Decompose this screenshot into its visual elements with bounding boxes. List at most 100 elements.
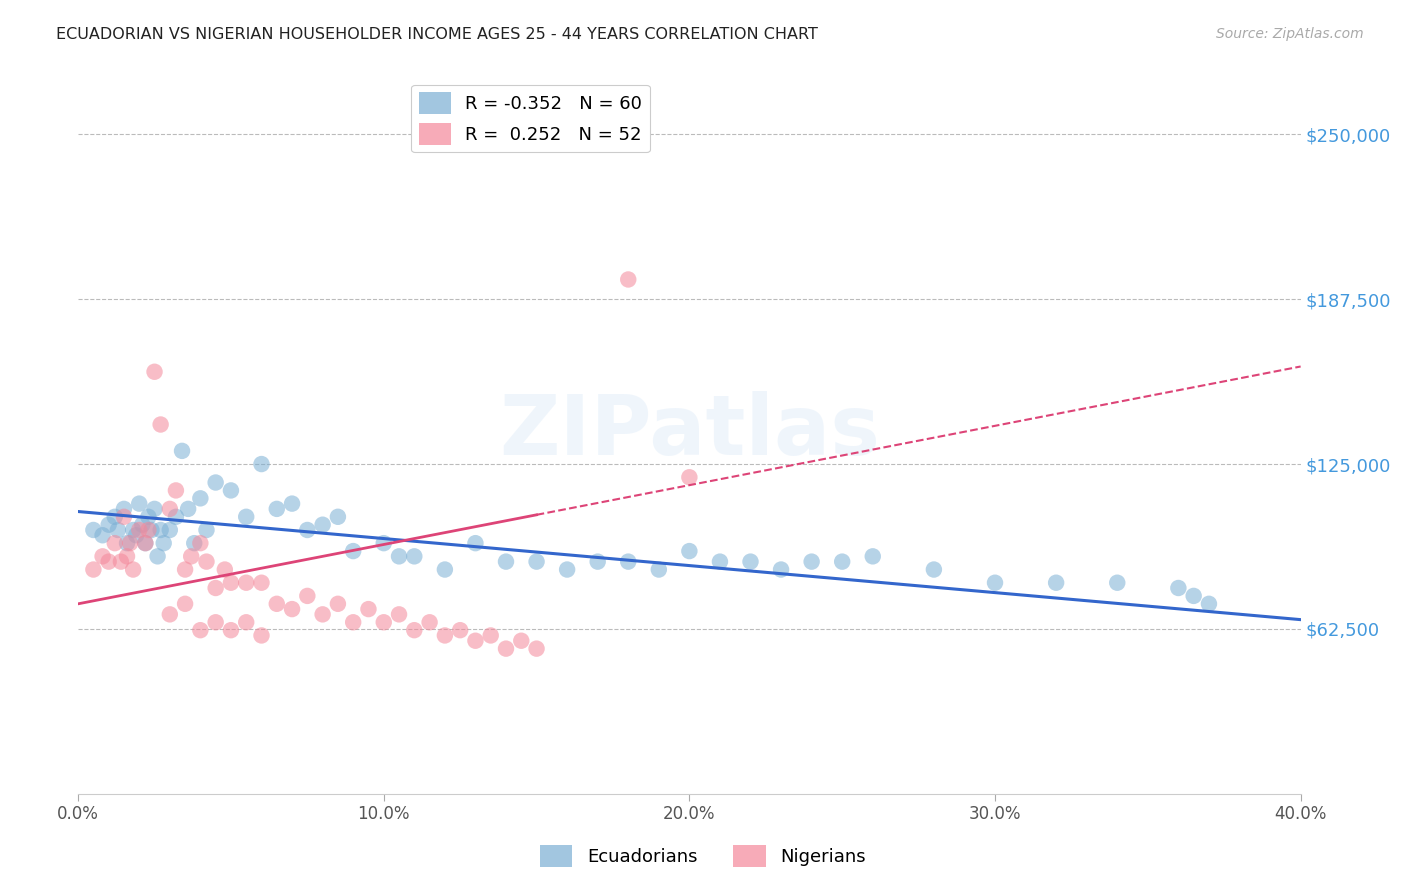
Point (107, 523, 129, 537)
Point (1182, 589, 1205, 603)
Point (678, 544, 700, 558)
Point (373, 615, 395, 630)
Point (141, 523, 163, 537)
Point (297, 589, 319, 603)
Point (82, 523, 104, 537)
Point (112, 502, 135, 516)
Legend: Ecuadorians, Nigerians: Ecuadorians, Nigerians (533, 838, 873, 874)
Point (357, 602, 380, 616)
Point (190, 623, 212, 637)
Point (138, 523, 160, 537)
Point (125, 528, 148, 542)
Point (138, 509, 160, 524)
Point (104, 509, 127, 524)
Text: ECUADORIAN VS NIGERIAN HOUSEHOLDER INCOME AGES 25 - 44 YEARS CORRELATION CHART: ECUADORIAN VS NIGERIAN HOUSEHOLDER INCOM… (56, 27, 818, 42)
Point (159, 607, 181, 622)
Point (214, 562, 236, 576)
Point (219, 575, 242, 590)
Point (165, 509, 187, 524)
Point (586, 555, 609, 569)
Point (204, 615, 226, 630)
Point (479, 628, 502, 642)
Point (170, 443, 193, 458)
Point (128, 497, 150, 511)
Point (112, 509, 135, 524)
Point (449, 623, 471, 637)
Point (235, 575, 257, 590)
Point (617, 272, 640, 286)
Point (134, 536, 156, 550)
Point (122, 523, 145, 537)
Point (526, 555, 548, 569)
Point (1198, 597, 1220, 611)
Point (131, 517, 153, 532)
Point (159, 523, 181, 537)
Point (149, 417, 172, 432)
Point (143, 502, 166, 516)
Point (174, 597, 197, 611)
Point (266, 597, 288, 611)
Point (159, 502, 181, 516)
Point (177, 502, 200, 516)
Point (281, 497, 304, 511)
Point (326, 597, 349, 611)
Text: ZIPatlas: ZIPatlas (499, 391, 880, 472)
Point (266, 502, 288, 516)
Point (91, 528, 114, 542)
Point (204, 475, 226, 490)
Point (800, 555, 823, 569)
Point (250, 457, 273, 471)
Point (373, 536, 395, 550)
Point (862, 549, 884, 564)
Point (648, 562, 671, 576)
Point (495, 555, 517, 569)
Point (250, 575, 273, 590)
Point (709, 555, 731, 569)
Point (134, 536, 156, 550)
Point (143, 365, 166, 379)
Point (311, 517, 333, 532)
Legend: R = -0.352   N = 60, R =  0.252   N = 52: R = -0.352 N = 60, R = 0.252 N = 52 (412, 85, 650, 153)
Point (152, 536, 174, 550)
Point (183, 536, 205, 550)
Point (91, 549, 114, 564)
Point (190, 536, 212, 550)
Point (311, 607, 333, 622)
Point (495, 641, 517, 656)
Text: Source: ZipAtlas.com: Source: ZipAtlas.com (1216, 27, 1364, 41)
Point (464, 536, 486, 550)
Point (404, 623, 426, 637)
Point (555, 562, 578, 576)
Point (388, 549, 411, 564)
Point (740, 555, 762, 569)
Point (219, 483, 242, 498)
Point (110, 555, 132, 569)
Point (146, 549, 169, 564)
Point (180, 549, 202, 564)
Point (190, 491, 212, 506)
Point (770, 562, 793, 576)
Point (419, 615, 441, 630)
Point (82, 562, 104, 576)
Point (831, 555, 853, 569)
Point (1167, 581, 1189, 595)
Point (120, 536, 142, 550)
Point (174, 562, 197, 576)
Point (128, 523, 150, 537)
Point (104, 536, 127, 550)
Point (342, 544, 364, 558)
Point (1045, 575, 1067, 590)
Point (678, 470, 700, 484)
Point (165, 483, 187, 498)
Point (984, 575, 1007, 590)
Point (433, 628, 456, 642)
Point (250, 628, 273, 642)
Point (526, 641, 548, 656)
Point (97, 517, 120, 532)
Point (235, 615, 257, 630)
Point (219, 623, 242, 637)
Point (115, 536, 138, 550)
Point (281, 602, 304, 616)
Point (388, 607, 411, 622)
Point (404, 549, 426, 564)
